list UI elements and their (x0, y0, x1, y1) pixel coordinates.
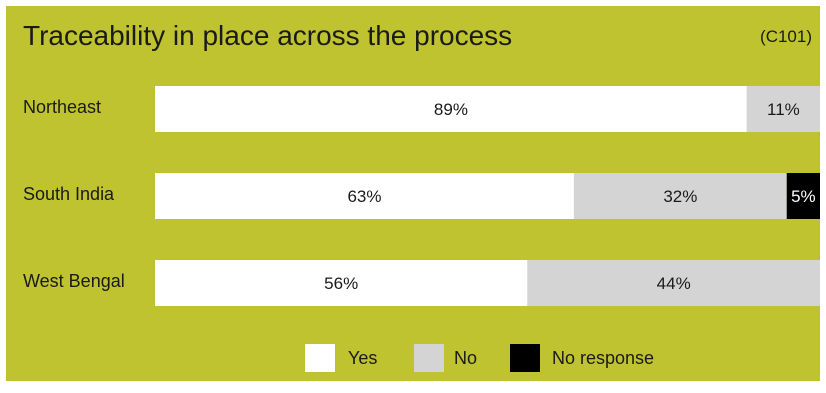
chart-card: Traceability in place across the process… (6, 6, 820, 381)
data-label-west-bengal-yes: 56% (324, 274, 358, 293)
data-label-south-india-yes: 63% (347, 187, 381, 206)
data-label-northeast-yes: 89% (434, 100, 468, 119)
legend-swatch-no (414, 344, 444, 372)
data-label-south-india-no: 32% (663, 187, 697, 206)
data-label-south-india-no-response: 5% (791, 187, 816, 206)
legend-label-yes: Yes (348, 348, 378, 368)
legend-swatch-no-response (510, 344, 540, 372)
legend-label-no: No (454, 348, 478, 368)
bar-south-india-yes (155, 173, 574, 219)
legend: Yes No No response (6, 6, 820, 381)
category-label-south-india: South India (23, 184, 115, 204)
chart-code: (C101) (760, 27, 812, 46)
legend-swatch-yes (305, 344, 335, 372)
legend-label-no-response: No response (552, 348, 655, 368)
bar-south-india-no-response (786, 173, 820, 219)
chart-title: Traceability in place across the process (23, 20, 513, 51)
bar-west-bengal-no (527, 260, 820, 306)
bar-northeast-no (746, 86, 820, 132)
data-label-west-bengal-no: 44% (657, 274, 691, 293)
bar-west-bengal-yes (155, 260, 528, 306)
category-label-northeast: Northeast (23, 97, 102, 117)
category-label-west-bengal: West Bengal (23, 271, 125, 291)
bar-south-india-no (573, 173, 787, 219)
bar-northeast-yes (155, 86, 747, 132)
data-label-northeast-no: 11% (767, 100, 800, 119)
bars-area: 89% 11% 63% 32% 5% 56% 44% (155, 86, 820, 306)
